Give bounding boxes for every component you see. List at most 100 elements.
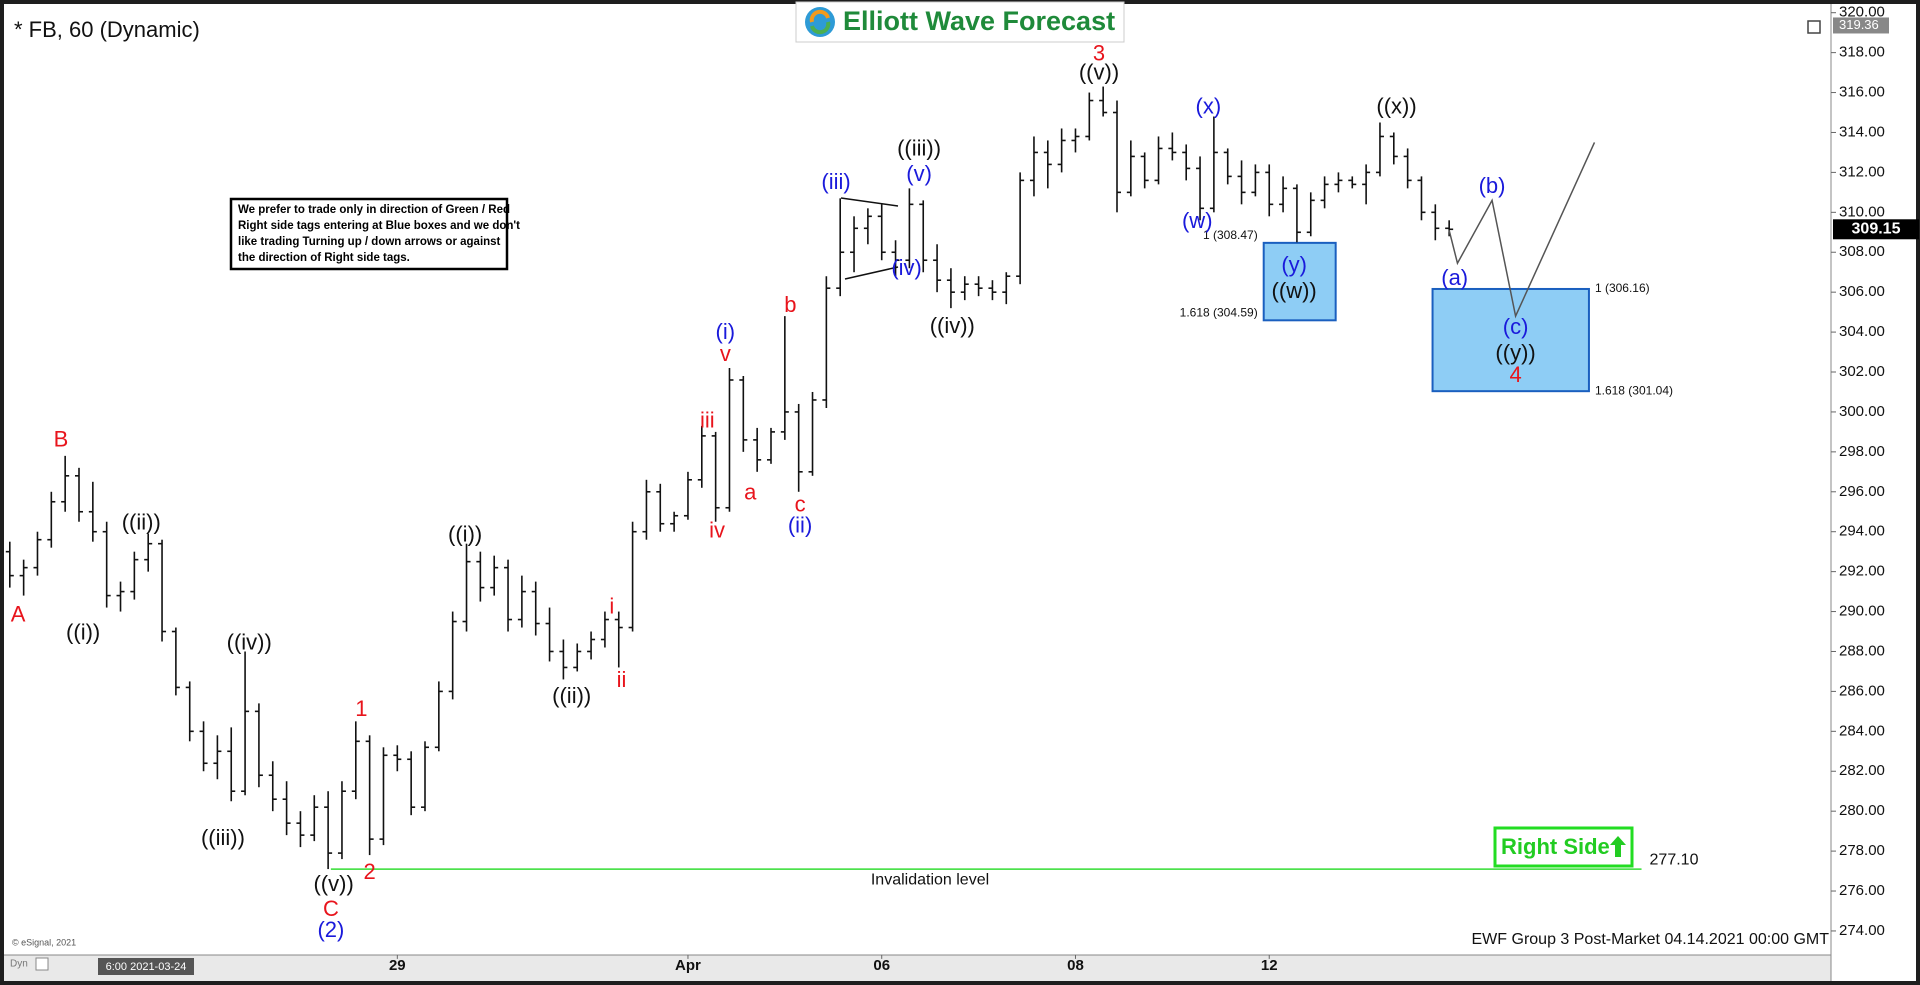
high-flag-box — [1833, 17, 1889, 34]
x-tick-label: Apr — [675, 957, 701, 974]
price-bar — [1099, 86, 1108, 117]
price-bar — [656, 483, 665, 532]
fib-label: 1 (306.16) — [1595, 281, 1650, 295]
price-bar — [116, 581, 125, 612]
wave-label: (b) — [1479, 173, 1506, 198]
right-side-border — [1493, 826, 1634, 868]
y-tick-label: 294.00 — [1839, 523, 1885, 540]
wave-label: ((w)) — [1272, 278, 1317, 303]
price-bar — [1348, 176, 1357, 189]
price-bar — [1375, 122, 1384, 177]
price-bar — [1209, 116, 1218, 213]
right-side-tag: Right Side — [1493, 826, 1634, 868]
price-bar — [61, 455, 70, 512]
wave-label: ((iv)) — [930, 313, 975, 338]
price-bar — [213, 735, 222, 780]
wave-label: ((i)) — [448, 522, 482, 547]
price-bar — [1362, 164, 1371, 205]
price-bar — [1223, 148, 1232, 185]
price-bar — [1182, 144, 1191, 181]
price-bar — [683, 471, 692, 520]
price-bar — [1002, 272, 1011, 305]
wave-label: v — [720, 341, 731, 366]
fib-label: 1 (308.47) — [1203, 228, 1258, 242]
price-bar — [365, 735, 374, 856]
invalidation-text: Invalidation level — [871, 871, 989, 888]
price-bar — [1113, 100, 1121, 213]
price-bar — [88, 481, 97, 542]
mode-icon[interactable] — [35, 957, 49, 971]
cursor-time: 6:00 2021-03-24 — [106, 961, 187, 973]
price-bar — [351, 721, 360, 800]
price-bar — [739, 376, 748, 452]
price-bar — [836, 198, 845, 297]
price-bar — [753, 427, 762, 472]
price-bar — [863, 208, 872, 245]
wave-label: 1 — [355, 696, 367, 721]
y-tick-label: 312.00 — [1839, 163, 1885, 180]
price-bar — [1196, 156, 1205, 221]
window-control[interactable] — [1807, 20, 1821, 34]
logo-swirl — [810, 21, 831, 35]
wave-label: 4 — [1509, 362, 1521, 387]
wave-label: (2) — [317, 917, 344, 942]
price-bar — [47, 491, 56, 548]
price-bar — [559, 639, 568, 680]
wave-label: ((iv)) — [227, 629, 272, 654]
last-price-label: 309.15 — [1852, 221, 1901, 238]
wave-label: iv — [709, 518, 725, 543]
price-bar — [324, 791, 333, 870]
wave-label: ((ii)) — [552, 683, 591, 708]
price-bar — [227, 727, 236, 802]
price-bar — [379, 747, 388, 846]
price-bar — [75, 467, 83, 522]
wave-label: ii — [617, 667, 627, 692]
price-bar — [407, 751, 416, 816]
price-bar — [891, 240, 900, 277]
last-price-box — [1833, 219, 1919, 240]
mode: Dyn — [10, 959, 28, 970]
price-bar — [1389, 132, 1398, 165]
wave-label: i — [609, 593, 614, 618]
high-flag-label: 319.36 — [1839, 17, 1879, 32]
y-tick-label: 306.00 — [1839, 283, 1885, 300]
y-tick-label: 300.00 — [1839, 403, 1885, 420]
price-bar — [905, 188, 914, 269]
price-bar — [102, 521, 111, 608]
wave-label: (i) — [716, 319, 736, 344]
x-tick-label: 08 — [1067, 957, 1084, 974]
price-bar — [490, 555, 499, 596]
price-bar — [933, 244, 942, 293]
price-bar — [1140, 152, 1149, 189]
right-side-text: Right Side — [1501, 834, 1610, 859]
price-bar — [725, 368, 734, 512]
price-bar — [1265, 164, 1274, 217]
price-bar — [587, 631, 596, 660]
price-bar — [960, 276, 969, 301]
y-tick-label: 308.00 — [1839, 243, 1885, 260]
price-bar — [822, 276, 831, 408]
wave-label: (v) — [906, 161, 932, 186]
price-bar — [1085, 92, 1094, 141]
fib-label: 1.618 (301.04) — [1595, 383, 1673, 397]
price-bar — [600, 611, 609, 648]
maximize-button[interactable] — [1807, 20, 1821, 34]
price-bar — [545, 607, 554, 662]
target-box — [1262, 241, 1337, 322]
wave-label: (c) — [1503, 314, 1529, 339]
cursor-time-box — [98, 958, 194, 975]
price-bar — [1431, 204, 1440, 241]
wave-label: A — [11, 601, 26, 626]
wave-label: ((x)) — [1376, 93, 1416, 118]
price-bar — [1043, 140, 1052, 189]
wave-label: (iv) — [891, 255, 922, 280]
wave-label: b — [784, 292, 796, 317]
note-line: the direction of Right side tags. — [238, 252, 410, 264]
y-tick-label: 320.00 — [1839, 4, 1885, 21]
x-tick-label: 12 — [1261, 957, 1278, 974]
price-bar — [697, 425, 706, 488]
wave-label: ((ii)) — [122, 510, 161, 535]
price-bar — [241, 651, 250, 796]
wave-label: iii — [700, 408, 715, 433]
wave-label: ((iii)) — [897, 135, 941, 160]
